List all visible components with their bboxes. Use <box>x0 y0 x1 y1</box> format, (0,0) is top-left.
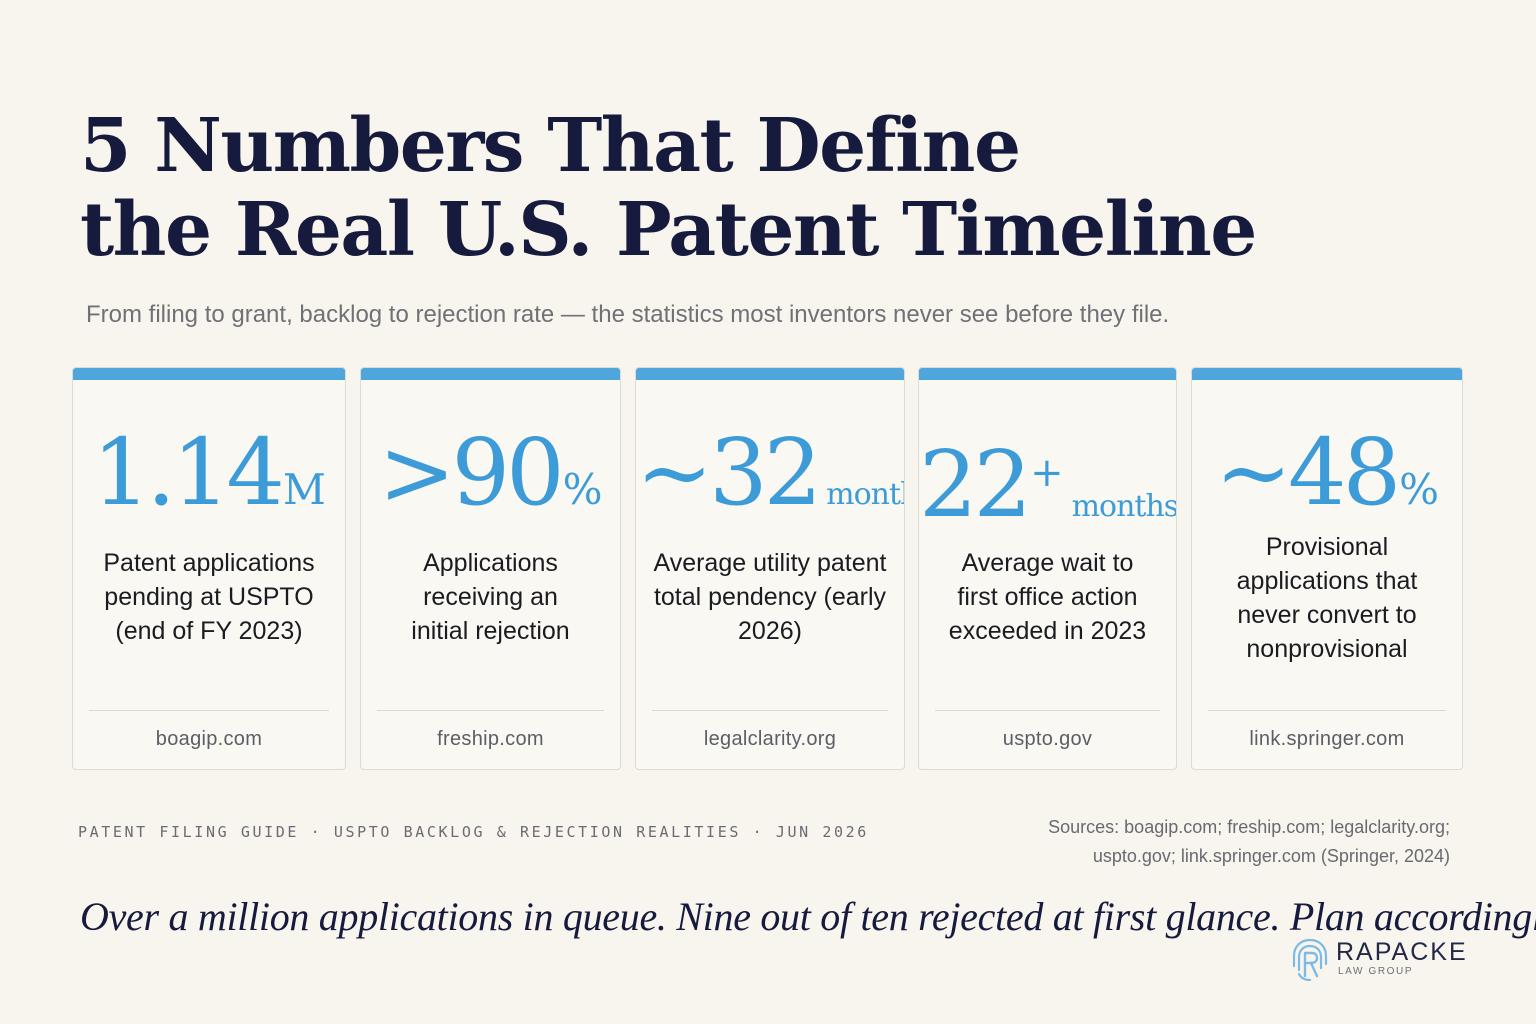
card-accent-bar <box>1192 368 1462 380</box>
stat-unit: months <box>1071 489 1177 524</box>
stat-value: 22+months <box>919 418 1177 538</box>
stat-description: Average utility patent total pendency (e… <box>653 549 887 645</box>
stat-value: ~32months <box>636 418 904 528</box>
fingerprint-r-icon <box>1292 938 1328 982</box>
stat-unit: months <box>826 477 904 512</box>
stat-source: boagip.com <box>155 728 263 750</box>
stat-source: freship.com <box>437 728 544 750</box>
stat-value: 1.14M <box>73 418 345 528</box>
stat-description: Average wait to first office action exce… <box>948 549 1147 645</box>
card-divider <box>377 710 604 711</box>
stat-card-first-action: 22+months Average wait to first office a… <box>918 367 1177 770</box>
stat-description: Provisional applications that never conv… <box>1236 533 1418 663</box>
stat-unit: % <box>1399 465 1440 514</box>
stat-number: >90 <box>378 419 564 526</box>
card-divider <box>1208 710 1446 711</box>
stat-card-rejection: >90% Applications receiving an initial r… <box>360 367 621 770</box>
card-divider <box>89 710 329 711</box>
stat-card-provisional: ~48% Provisional applications that never… <box>1191 367 1463 770</box>
tagline: Over a million applications in queue. Ni… <box>80 894 1536 939</box>
logo-name: RAPACKE <box>1336 938 1468 966</box>
logo-subtitle: LAW GROUP <box>1338 966 1414 977</box>
stat-source: link.springer.com <box>1249 728 1405 750</box>
stat-description: Applications receiving an initial reject… <box>411 549 570 645</box>
stat-unit: % <box>562 465 603 514</box>
title-line-2: the Real U.S. Patent Timeline <box>80 187 1257 273</box>
sources-line-2: uspto.gov; link.springer.com (Springer, … <box>1092 846 1450 866</box>
brand-logo: RAPACKE LAW GROUP <box>1290 934 1490 984</box>
stat-value: ~48% <box>1192 418 1462 528</box>
card-divider <box>935 710 1160 711</box>
card-accent-bar <box>73 368 345 380</box>
stat-number: ~32 <box>636 419 822 526</box>
card-accent-bar <box>636 368 904 380</box>
footer-sources: Sources: boagip.com; freship.com; legalc… <box>930 813 1450 871</box>
page-subtitle: From filing to grant, backlog to rejecti… <box>86 301 1170 328</box>
stat-source: legalclarity.org <box>703 728 837 750</box>
stat-number: ~48 <box>1214 419 1401 526</box>
stat-description: Patent applications pending at USPTO (en… <box>103 549 315 645</box>
stat-plus: + <box>1030 450 1064 496</box>
stat-source: uspto.gov <box>1002 728 1093 750</box>
title-line-1: 5 Numbers That Define <box>80 103 1021 189</box>
stat-card-pendency: ~32months Average utility patent total p… <box>635 367 905 770</box>
page-title: 5 Numbers That Define the Real U.S. Pate… <box>80 104 1380 272</box>
sources-line-1: Sources: boagip.com; freship.com; legalc… <box>1048 817 1450 837</box>
stat-unit: M <box>282 465 326 514</box>
card-divider <box>652 710 888 711</box>
card-accent-bar <box>361 368 620 380</box>
stat-number: 22 <box>919 431 1032 538</box>
stat-card-pending: 1.14M Patent applications pending at USP… <box>72 367 346 770</box>
footer-meta: PATENT FILING GUIDE · USPTO BACKLOG & RE… <box>78 823 869 841</box>
card-accent-bar <box>919 368 1176 380</box>
stat-number: 1.14 <box>92 419 285 526</box>
stat-value: >90% <box>361 418 620 528</box>
